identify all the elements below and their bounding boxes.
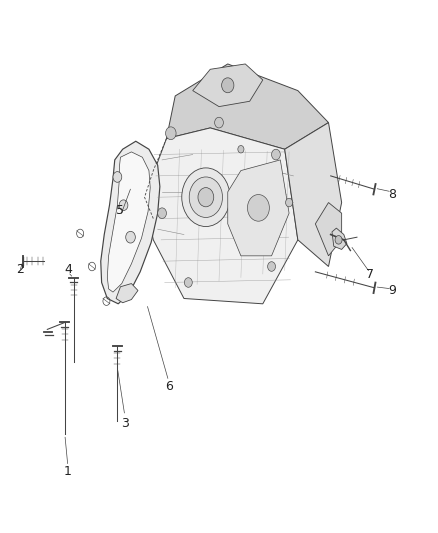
Circle shape: [184, 278, 192, 287]
Text: 5: 5: [117, 204, 124, 217]
Circle shape: [222, 78, 234, 93]
Circle shape: [272, 149, 280, 160]
Circle shape: [268, 262, 276, 271]
Circle shape: [247, 195, 269, 221]
Polygon shape: [332, 228, 347, 249]
Circle shape: [335, 236, 342, 244]
Text: 4: 4: [64, 263, 72, 276]
Text: 6: 6: [165, 380, 173, 393]
Circle shape: [182, 168, 230, 227]
Circle shape: [286, 198, 293, 207]
Circle shape: [119, 200, 128, 211]
Text: 2: 2: [16, 263, 24, 276]
Polygon shape: [101, 141, 160, 304]
Text: 8: 8: [388, 188, 396, 201]
Polygon shape: [285, 123, 342, 266]
Polygon shape: [315, 203, 342, 256]
Text: 7: 7: [366, 268, 374, 281]
Text: 9: 9: [388, 284, 396, 297]
Polygon shape: [193, 64, 263, 107]
Circle shape: [238, 146, 244, 153]
Circle shape: [158, 208, 166, 219]
Polygon shape: [228, 160, 289, 256]
Circle shape: [189, 177, 223, 217]
Circle shape: [113, 172, 122, 182]
Circle shape: [126, 231, 135, 243]
Polygon shape: [166, 64, 328, 149]
Polygon shape: [145, 128, 298, 304]
Polygon shape: [107, 152, 150, 292]
Circle shape: [215, 117, 223, 128]
Text: 1: 1: [64, 465, 72, 478]
Polygon shape: [116, 284, 138, 303]
Text: 3: 3: [121, 417, 129, 430]
Circle shape: [166, 127, 176, 140]
Circle shape: [198, 188, 214, 207]
